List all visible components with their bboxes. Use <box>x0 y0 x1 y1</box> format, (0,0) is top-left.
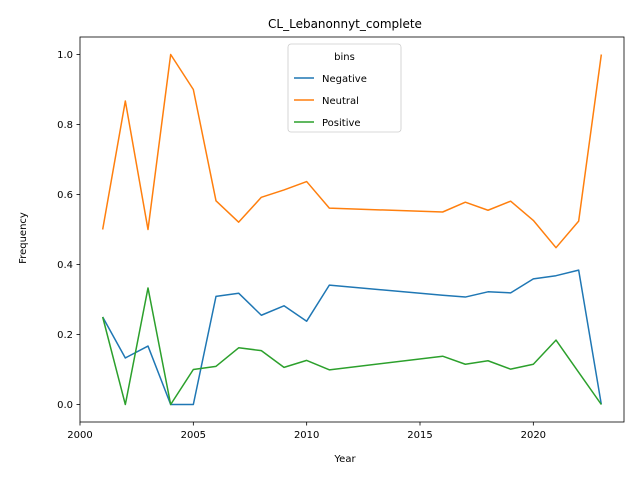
y-tick-label: 0.8 <box>57 120 73 131</box>
chart-title: CL_Lebanonnyt_complete <box>268 17 422 31</box>
y-tick-label: 0.6 <box>57 190 73 201</box>
legend-box <box>287 43 402 133</box>
plot-area: 2000 2005 2010 2015 2020 0.0 0.2 0.4 0.6 0.8 1.0 bi… <box>57 36 625 441</box>
x-axis-label: Year <box>333 454 356 465</box>
y-tick-label: 0.4 <box>57 260 73 271</box>
y-tick-label: 0.0 <box>57 400 73 411</box>
x-tick-label: 2020 <box>521 430 546 441</box>
x-tick-label: 2010 <box>294 430 319 441</box>
legend-title: bins <box>334 52 355 63</box>
legend-label-positive: Positive <box>322 118 361 129</box>
x-tick-label: 2005 <box>181 430 206 441</box>
series-line-positive <box>101 287 602 406</box>
series-line-neutral <box>101 53 603 249</box>
x-tick-label: 2015 <box>407 430 432 441</box>
y-tick-label: 1.0 <box>57 50 73 61</box>
axes-frame <box>79 36 625 423</box>
y-axis-label: Frequency <box>18 212 29 264</box>
legend-label-negative: Negative <box>322 74 367 85</box>
legend-label-neutral: Neutral <box>322 96 359 107</box>
y-tick-label: 0.2 <box>57 330 73 341</box>
x-tick-label: 2000 <box>67 430 92 441</box>
